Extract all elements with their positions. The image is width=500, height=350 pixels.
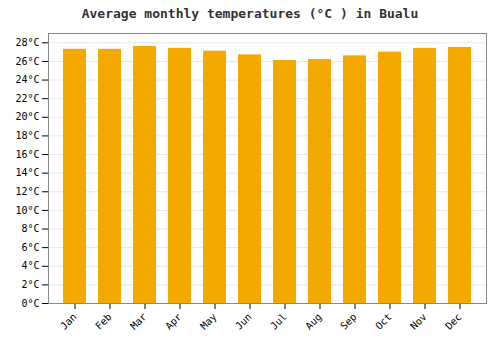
svg-text:18°C: 18°C — [15, 130, 39, 141]
svg-text:May: May — [198, 311, 219, 332]
svg-text:6°C: 6°C — [21, 242, 39, 253]
svg-text:22°C: 22°C — [15, 93, 39, 104]
svg-text:Apr: Apr — [163, 311, 184, 332]
svg-text:Nov: Nov — [408, 311, 429, 332]
svg-text:4°C: 4°C — [21, 260, 39, 271]
svg-text:26°C: 26°C — [15, 56, 39, 67]
svg-text:Dec: Dec — [443, 311, 464, 332]
svg-text:Jul: Jul — [268, 311, 289, 332]
svg-text:Jun: Jun — [233, 311, 254, 332]
svg-text:14°C: 14°C — [15, 167, 39, 178]
svg-text:2°C: 2°C — [21, 279, 39, 290]
html-text:Average monthly temperatures (: Average monthly temperatures (°C ) in Bu… — [81, 6, 419, 21]
svg-text:20°C: 20°C — [15, 111, 39, 122]
svg-text:Jan: Jan — [58, 311, 79, 332]
svg-text:24°C: 24°C — [15, 74, 39, 85]
svg-text:Aug: Aug — [303, 311, 324, 332]
svg-text:12°C: 12°C — [15, 186, 39, 197]
svg-text:16°C: 16°C — [15, 149, 39, 160]
svg-text:Mar: Mar — [128, 311, 149, 332]
svg-text:10°C: 10°C — [15, 205, 39, 216]
svg-text:Feb: Feb — [93, 311, 114, 332]
svg-text:8°C: 8°C — [21, 223, 39, 234]
svg-text:28°C: 28°C — [15, 37, 39, 48]
svg-text:Oct: Oct — [373, 311, 394, 332]
svg-text:Sep: Sep — [338, 311, 359, 332]
svg-text:0°C: 0°C — [21, 298, 39, 309]
